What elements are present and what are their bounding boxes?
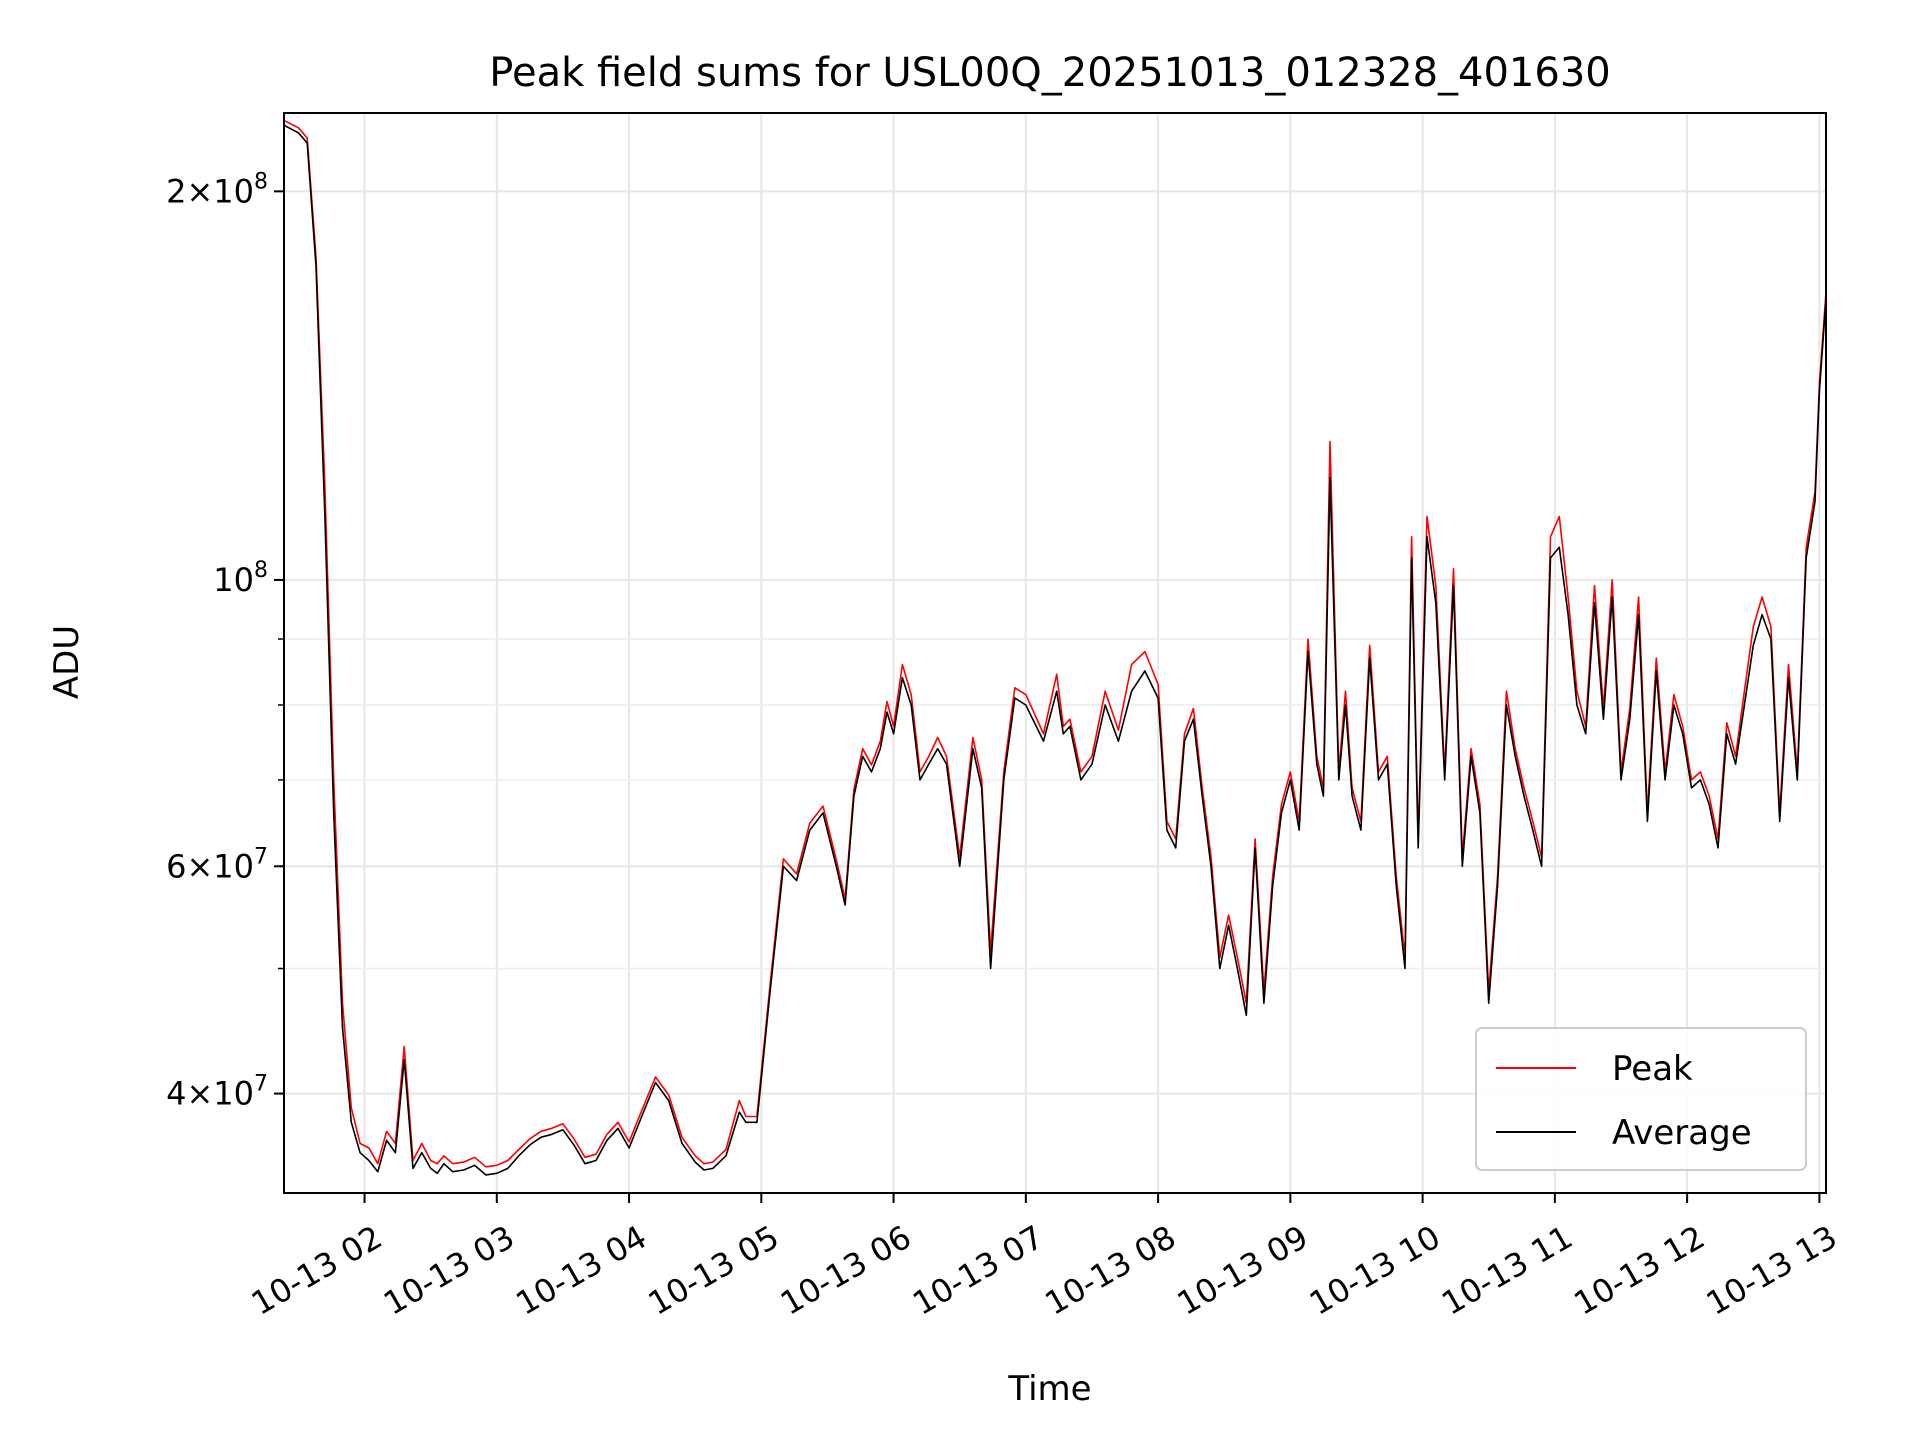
y-tick-mantissa: 4 bbox=[166, 1075, 186, 1113]
y-tick-exponent: 7 bbox=[254, 1072, 268, 1097]
y-tick-base: 10 bbox=[213, 172, 254, 210]
y-tick-times: × bbox=[186, 1075, 213, 1113]
y-tick-label: 2×108 bbox=[166, 169, 268, 210]
y-tick-exponent: 8 bbox=[254, 558, 268, 583]
plot-frame bbox=[283, 112, 1827, 1194]
y-tick-base: 10 bbox=[213, 847, 254, 885]
series-area bbox=[283, 119, 1827, 1176]
series-line-peak bbox=[283, 119, 1827, 1168]
y-tick-times: × bbox=[186, 847, 213, 885]
x-axis-label: Time bbox=[1007, 1369, 1091, 1409]
y-axis-label: ADU bbox=[47, 625, 87, 699]
legend-label-peak: Peak bbox=[1612, 1049, 1693, 1089]
legend-box bbox=[1475, 1027, 1807, 1171]
y-tick-exponent: 8 bbox=[254, 169, 268, 194]
y-tick-exponent: 7 bbox=[254, 844, 268, 869]
y-tick-mantissa: 6 bbox=[166, 847, 186, 885]
series-line-average bbox=[283, 124, 1827, 1176]
y-tick-label: 6×107 bbox=[166, 844, 268, 885]
chart-title: Peak field sums for USL00Q_20251013_0123… bbox=[489, 50, 1610, 96]
y-tick-mantissa: 2 bbox=[166, 172, 186, 210]
y-tick-base: 10 bbox=[213, 1075, 254, 1113]
y-tick-label: 108 bbox=[213, 558, 268, 599]
legend-label-average: Average bbox=[1612, 1113, 1752, 1153]
y-tick-base: 10 bbox=[213, 561, 254, 599]
legend: Peak Average bbox=[1475, 1027, 1807, 1171]
y-tick-times: × bbox=[186, 172, 213, 210]
y-tick-label: 4×107 bbox=[166, 1072, 268, 1113]
